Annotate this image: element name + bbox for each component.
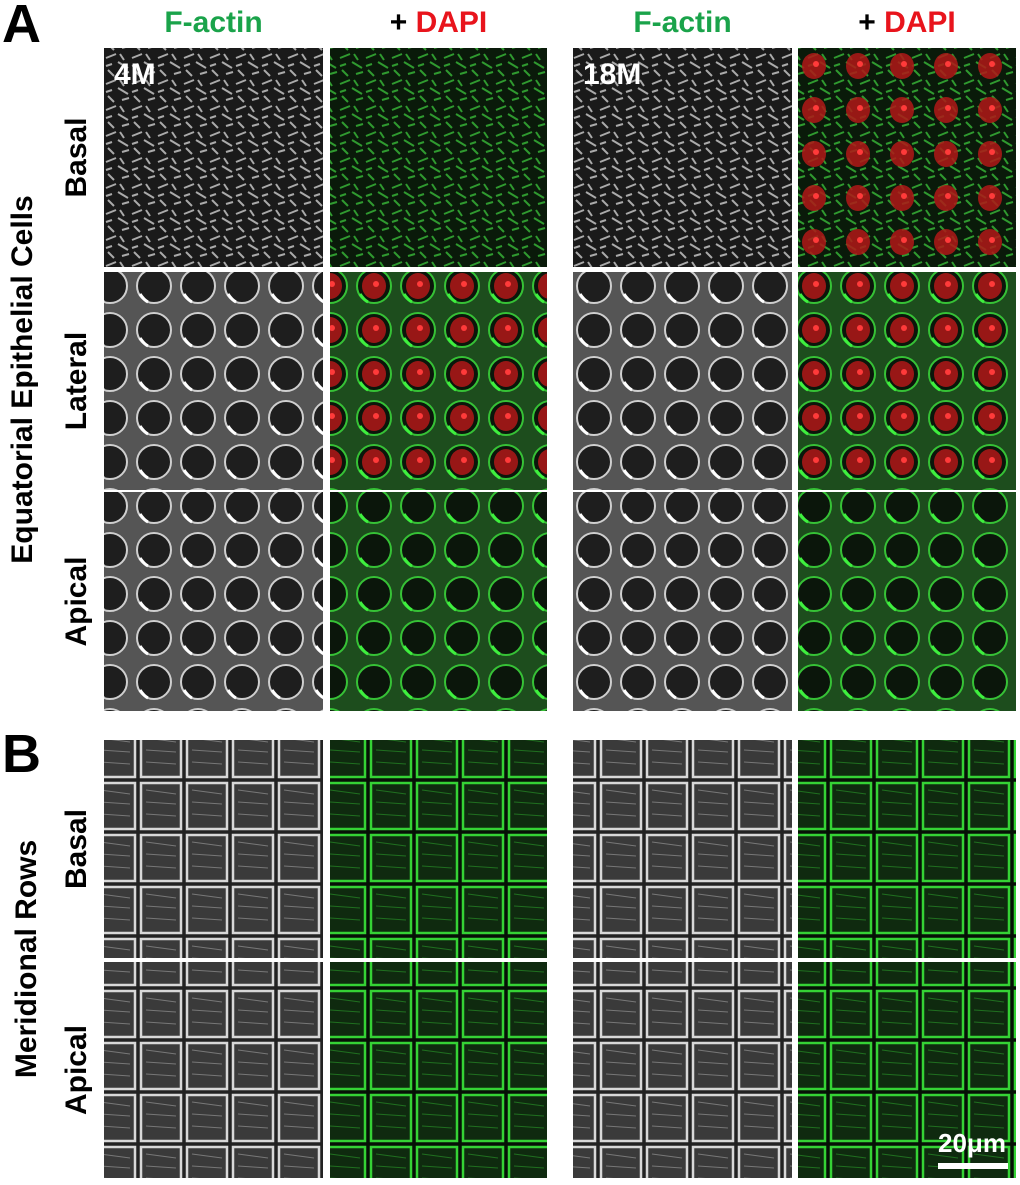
group-label: Equatorial Epithelial Cells bbox=[6, 195, 39, 563]
micrograph bbox=[330, 962, 547, 1178]
micrograph bbox=[104, 48, 323, 267]
column-header: + DAPI bbox=[858, 6, 956, 39]
scale-bar bbox=[938, 1163, 1008, 1169]
micrograph bbox=[573, 492, 792, 711]
row-label: Apical bbox=[60, 556, 93, 646]
row-label: Lateral bbox=[60, 332, 93, 430]
micrograph bbox=[104, 272, 323, 490]
micrograph bbox=[573, 272, 792, 490]
header-stain: DAPI bbox=[884, 6, 956, 39]
column-header: F-actin bbox=[633, 6, 731, 39]
micrograph bbox=[798, 962, 1016, 1178]
scale-bar-label: 20μm bbox=[938, 1128, 1006, 1158]
header-stain: F-actin bbox=[633, 6, 731, 39]
panel-letter: A bbox=[2, 0, 41, 54]
panel-letter: B bbox=[2, 724, 41, 784]
header-stain: F-actin bbox=[164, 6, 262, 39]
micrograph bbox=[573, 48, 792, 267]
column-header: F-actin bbox=[164, 6, 262, 39]
nuclei-overlay bbox=[330, 272, 547, 490]
row-label: Basal bbox=[60, 809, 93, 889]
micrograph bbox=[330, 492, 547, 711]
micrograph bbox=[104, 962, 323, 1178]
micrograph bbox=[330, 740, 547, 958]
micrograph bbox=[798, 492, 1016, 711]
group-label: Meridional Rows bbox=[10, 840, 43, 1078]
age-label: 4M bbox=[114, 58, 156, 91]
micrograph bbox=[104, 492, 323, 711]
row-label: Apical bbox=[60, 1025, 93, 1115]
nuclei-overlay bbox=[798, 272, 1016, 490]
micrograph bbox=[798, 740, 1016, 958]
header-prefix: + bbox=[858, 6, 876, 39]
micrograph bbox=[573, 740, 792, 958]
row-label: Basal bbox=[60, 117, 93, 197]
header-stain: DAPI bbox=[416, 6, 488, 39]
column-header: + DAPI bbox=[390, 6, 488, 39]
micrograph bbox=[330, 48, 547, 267]
header-prefix: + bbox=[390, 6, 408, 39]
nuclei-overlay bbox=[798, 48, 1016, 267]
micrograph bbox=[104, 740, 323, 958]
age-label: 18M bbox=[583, 58, 641, 91]
micrograph bbox=[573, 962, 792, 1178]
